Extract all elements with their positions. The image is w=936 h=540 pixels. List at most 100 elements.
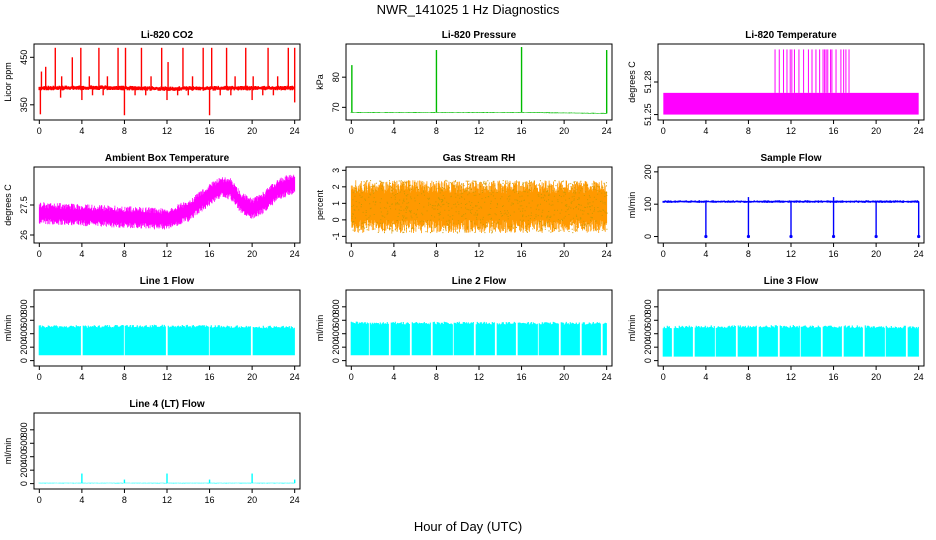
- panel-8-ytick-label-0: 0: [331, 358, 341, 363]
- panel-9-plot-area: [662, 325, 919, 357]
- panel-3-ytick-label-1: 51.28: [643, 71, 653, 94]
- panel-2-xtick-label-3: 12: [474, 126, 484, 136]
- panel-1-frame: [33, 43, 301, 121]
- panel-5-ytick-label-1: 0: [331, 217, 341, 222]
- panel-3-xtick-label-6: 24: [914, 126, 924, 136]
- panel-2-ytick-label-1: 80: [331, 72, 341, 82]
- panel-2-frame: [345, 43, 613, 121]
- panel-10-series: [38, 482, 296, 484]
- panel-4-title: Ambient Box Temperature: [105, 153, 230, 164]
- panel-7-ytick-label-4: 800: [19, 299, 29, 314]
- panel-1-plot-area: [38, 47, 296, 116]
- panel-10-title: Line 4 (LT) Flow: [129, 399, 205, 410]
- panel-6-xtick-label-3: 12: [786, 249, 796, 259]
- panel-9-xtick-label-3: 12: [786, 372, 796, 382]
- panel-6-xtick-label-1: 4: [703, 249, 708, 259]
- panel-1-series: [38, 85, 296, 91]
- panel-10-plot-area: [38, 473, 296, 484]
- panel-4-xtick-label-0: 0: [37, 249, 42, 259]
- panel-1-xtick-label-0: 0: [37, 126, 42, 136]
- panel-8-ytick-label-2: 400: [331, 326, 341, 341]
- panel-7-ytick-label-1: 200: [19, 340, 29, 355]
- panel-5-xtick-label-2: 8: [434, 249, 439, 259]
- panel-5-plot-area: [350, 179, 608, 234]
- panel-8-title: Line 2 Flow: [452, 276, 507, 287]
- panel-4: Ambient Box Temperature degrees C 0 4 8 12 16 2…: [3, 153, 301, 259]
- panel-9-xtick-label-1: 4: [703, 372, 708, 382]
- panel-2-xtick-label-6: 24: [602, 126, 612, 136]
- panel-5-points: [351, 179, 608, 234]
- panel-3-xtick-label-2: 8: [746, 126, 751, 136]
- panel-2-xtick-label-5: 20: [559, 126, 569, 136]
- panel-7-xtick-label-4: 16: [205, 372, 215, 382]
- panel-8: Line 2 Flow ml/min 0 4 8 12 16 20 24 0 20040060080…: [315, 276, 613, 382]
- panel-2-xtick-label-2: 8: [434, 126, 439, 136]
- panel-3-ylabel: degrees C: [627, 61, 637, 103]
- panel-2-xtick-label-0: 0: [349, 126, 354, 136]
- panel-9-series: [662, 325, 919, 357]
- panel-5-xtick-label-0: 0: [349, 249, 354, 259]
- panel-9-title: Line 3 Flow: [764, 276, 819, 287]
- panel-5-title: Gas Stream RH: [443, 153, 516, 164]
- panel-7-plot-area: [38, 324, 295, 356]
- panel-1-xtick-label-5: 20: [247, 126, 257, 136]
- panel-9-ytick-label-2: 400: [643, 326, 653, 341]
- panel-7-xtick-label-6: 24: [290, 372, 300, 382]
- panel-10-xtick-label-0: 0: [37, 495, 42, 505]
- panel-1-xtick-label-2: 8: [122, 126, 127, 136]
- panel-8-xtick-label-1: 4: [391, 372, 396, 382]
- panel-8-xtick-label-5: 20: [559, 372, 569, 382]
- panel-8-ylabel: ml/min: [315, 315, 325, 342]
- panel-6-title: Sample Flow: [760, 153, 821, 164]
- panel-6-ytick-label-2: 200: [643, 164, 653, 179]
- panel-9-xtick-label-5: 20: [871, 372, 881, 382]
- panel-7-ytick-label-0: 0: [19, 358, 29, 363]
- panel-10-ytick-label-3: 600: [19, 436, 29, 451]
- panel-7-xtick-label-3: 12: [162, 372, 172, 382]
- panel-4-series: [38, 174, 296, 230]
- panel-10-xtick-label-3: 12: [162, 495, 172, 505]
- panel-1-title: Li-820 CO2: [141, 30, 194, 41]
- panel-10-ytick-label-1: 200: [19, 463, 29, 478]
- panel-9-xtick-label-6: 24: [914, 372, 924, 382]
- panel-7-series: [38, 324, 295, 356]
- panel-5-ytick-label-0: -1: [331, 232, 341, 240]
- panel-5-ylabel: percent: [315, 189, 325, 220]
- panel-7: Line 1 Flow ml/min 0 4 8 12 16 20 24 0 20040060080…: [3, 276, 301, 382]
- panel-8-ytick-label-1: 200: [331, 340, 341, 355]
- panel-2-title: Li-820 Pressure: [442, 30, 517, 41]
- panel-2: Li-820 Pressure kPa 0 4 8 12 16 20 24 70 80: [315, 30, 613, 136]
- panel-2-plot-area: [350, 47, 608, 114]
- panel-5-ytick-label-4: 3: [331, 168, 341, 173]
- panel-1-ytick-label-0: 350: [19, 97, 29, 112]
- panel-4-plot-area: [38, 174, 296, 230]
- panel-6-ytick-label-0: 0: [643, 234, 653, 239]
- panel-5-xtick-label-3: 12: [474, 249, 484, 259]
- panel-6-xtick-label-0: 0: [661, 249, 666, 259]
- panel-10-xtick-label-2: 8: [122, 495, 127, 505]
- panel-9-xtick-label-2: 8: [746, 372, 751, 382]
- panel-10-ytick-label-2: 400: [19, 449, 29, 464]
- panel-4-xtick-label-3: 12: [162, 249, 172, 259]
- panel-6-plot-area: [662, 197, 921, 239]
- panel-6: Sample Flow ml/min 0 4 8 12 16 20 24 0 100 200: [627, 153, 925, 259]
- panel-6-ytick-label-1: 100: [643, 197, 653, 212]
- panel-8-xtick-label-2: 8: [434, 372, 439, 382]
- figure-xlabel: Hour of Day (UTC): [414, 519, 522, 534]
- panel-1-xtick-label-3: 12: [162, 126, 172, 136]
- panel-8-xtick-label-4: 16: [517, 372, 527, 382]
- panel-2-xtick-label-4: 16: [517, 126, 527, 136]
- panel-10-ytick-label-4: 800: [19, 422, 29, 437]
- figure-title: NWR_141025 1 Hz Diagnostics: [377, 2, 560, 17]
- panel-3-fill-band: [663, 92, 919, 115]
- panel-3-xtick-label-3: 12: [786, 126, 796, 136]
- panel-4-xtick-label-2: 8: [122, 249, 127, 259]
- panel-3-plot-area: [663, 49, 919, 115]
- panel-3-xtick-label-4: 16: [829, 126, 839, 136]
- panel-5-xtick-label-6: 24: [602, 249, 612, 259]
- panel-7-title: Line 1 Flow: [140, 276, 195, 287]
- panel-6-drop-point-4: [874, 234, 878, 239]
- panel-7-ytick-label-3: 600: [19, 313, 29, 328]
